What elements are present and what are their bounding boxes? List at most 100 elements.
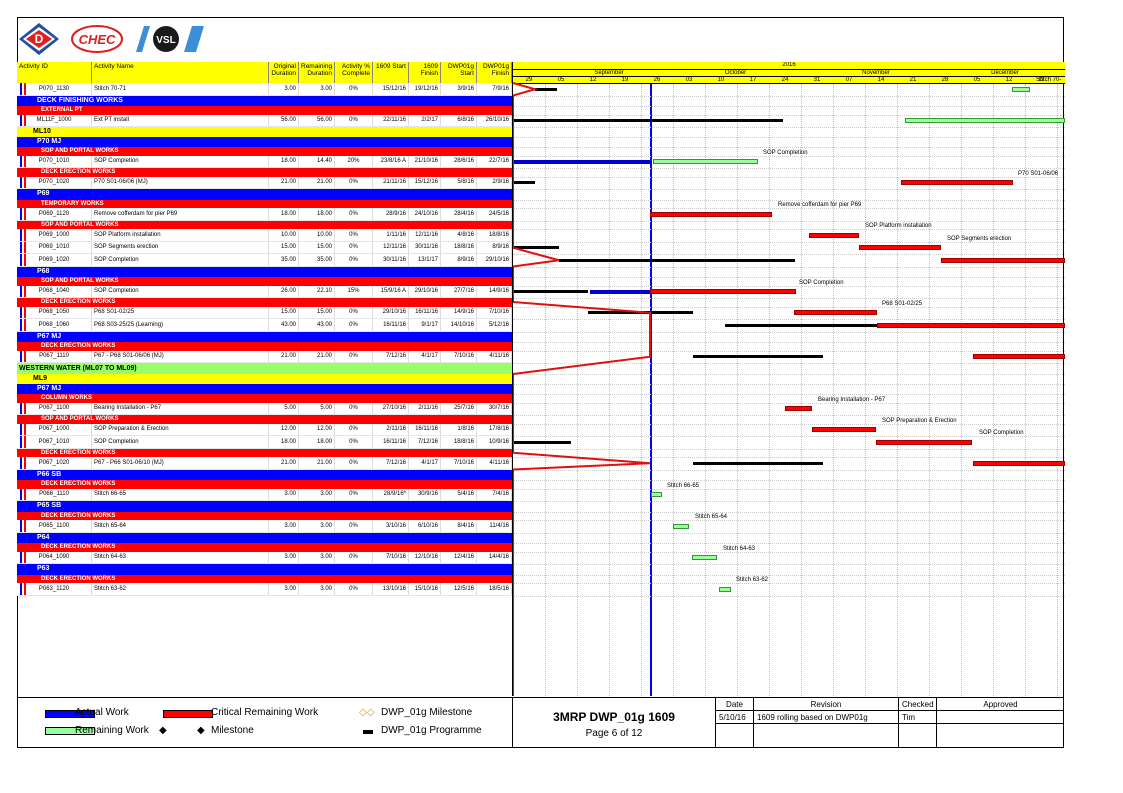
col-percent-complete[interactable]: Activity % Complete — [335, 62, 373, 83]
programme-bar[interactable] — [513, 119, 783, 123]
remaining-bar[interactable] — [692, 555, 717, 561]
col-1609-finish[interactable]: 1609 Finish — [409, 62, 441, 83]
wbs-band-lvl3[interactable]: SOP AND PORTAL WORKS — [17, 147, 512, 156]
programme-bar[interactable] — [513, 440, 571, 444]
col-dwp-start[interactable]: DWP01g Start — [441, 62, 477, 83]
bar-label: SOP Segments erection — [947, 235, 1012, 242]
remaining-bar[interactable] — [673, 523, 689, 529]
activity-row[interactable]: P068_1060 P68 S03-25/25 (Learning) 43.00 43… — [17, 319, 512, 332]
critical-bar[interactable] — [901, 180, 1013, 186]
activity-row[interactable]: P067_1020 P67 - P66 S01-06/10 (MJ) 21.00 21… — [17, 457, 512, 470]
wbs-band-lvl3[interactable]: DECK ERECTION WORKS — [17, 168, 512, 177]
activity-row[interactable]: P068_1050 P68 S01-02/25 15.00 15.00 0% 29/10/… — [17, 306, 512, 319]
programme-bar[interactable] — [513, 246, 559, 250]
wbs-band-lvl2[interactable]: P63 — [17, 564, 512, 575]
programme-bar[interactable] — [559, 258, 795, 262]
wbs-band-lvl3[interactable]: DECK ERECTION WORKS — [17, 298, 512, 307]
activity-row[interactable]: P069_1010 SOP Segments erection 15.00 15.00… — [17, 241, 512, 254]
remaining-bar[interactable] — [905, 118, 1065, 124]
row-gridline — [513, 114, 1065, 116]
programme-bar[interactable] — [513, 181, 535, 185]
activity-row[interactable]: P065_1100 Stitch 65-64 3.00 3.00 0% 3/10/16 6/… — [17, 520, 512, 533]
activity-row[interactable]: P070_1010 SOP Completion 18.00 14.40 20% 23/8… — [17, 155, 512, 168]
activity-row[interactable]: P067_1000 SOP Preparation & Erection 12.00… — [17, 423, 512, 436]
activity-row[interactable]: P070_1130 Stitch 70-71 3.00 3.00 0% 15/12/16 1… — [17, 83, 512, 96]
wbs-band-lvl3[interactable]: SOP AND PORTAL WORKS — [17, 220, 512, 229]
wbs-band-lvl2[interactable]: P64 — [17, 532, 512, 543]
wbs-band-lvl2[interactable]: P65 SB — [17, 501, 512, 512]
wbs-band-lvl2[interactable]: P69 — [17, 189, 512, 200]
wbs-band-lvl3[interactable]: DECK ERECTION WORKS — [17, 480, 512, 489]
wbs-band-lvl3[interactable]: DECK ERECTION WORKS — [17, 543, 512, 552]
col-dwp-finish[interactable]: DWP01g Finish — [477, 62, 512, 83]
cell-df: 30/7/16 — [477, 402, 512, 414]
wbs-band-lvl3[interactable]: SOP AND PORTAL WORKS — [17, 277, 512, 286]
critical-bar[interactable] — [973, 460, 1065, 466]
activity-row[interactable]: P070_1020 P70 S01-06/06 (MJ) 21.00 21.00 0% 2… — [17, 176, 512, 189]
critical-bar[interactable] — [876, 439, 972, 445]
wbs-band-lvl3[interactable]: SOP AND PORTAL WORKS — [17, 415, 512, 424]
activity-row[interactable]: P069_1120 Remove cofferdam for pier P69 18… — [17, 208, 512, 221]
col-activity-id[interactable]: Activity ID — [17, 62, 92, 83]
col-original-duration[interactable]: Original Duration — [269, 62, 299, 83]
wbs-band-lvl2[interactable]: P70 MJ — [17, 136, 512, 147]
programme-bar[interactable] — [693, 355, 823, 359]
activity-row[interactable]: P069_1020 SOP Completion 35.00 35.00 0% 30/11… — [17, 254, 512, 267]
col-activity-name[interactable]: Activity Name — [92, 62, 269, 83]
activity-row[interactable]: P069_1000 SOP Platform installation 10.00 1… — [17, 229, 512, 242]
activity-row[interactable]: P067_1010 SOP Completion 18.00 18.00 0% 16/11… — [17, 436, 512, 449]
activity-row[interactable]: P064_1090 Stitch 64-63 3.00 3.00 0% 7/10/16 12… — [17, 551, 512, 564]
wbs-band-lvl3[interactable]: TEMPORARY WORKS — [17, 199, 512, 208]
critical-bar[interactable] — [941, 257, 1065, 263]
wbs-band-lvl3[interactable]: DECK ERECTION WORKS — [17, 342, 512, 351]
activity-row[interactable]: P068_1040 SOP Completion 26.00 22.10 15% 15/9… — [17, 285, 512, 298]
wbs-band-lvl0[interactable]: WESTERN WATER (ML07 TO ML09) — [17, 363, 512, 374]
critical-bar[interactable] — [877, 322, 1065, 328]
cell-name: Bearing Installation - P67 — [92, 402, 269, 414]
wbs-gutter — [20, 319, 22, 331]
row-gridline — [513, 241, 1065, 243]
wbs-band-lvl3[interactable]: COLUMN WORKS — [17, 394, 512, 403]
critical-bar[interactable] — [812, 427, 876, 433]
activity-row[interactable]: P066_1110 Stitch 66-65 3.00 3.00 0% 28/9/16* 3… — [17, 488, 512, 501]
activity-row[interactable]: ML11F_1000 Ext PT install 56.00 56.00 0% 22/1… — [17, 114, 512, 127]
wbs-band-lvl2[interactable]: P66 SB — [17, 469, 512, 480]
programme-bar[interactable] — [725, 323, 965, 327]
cell-pc: 0% — [335, 402, 373, 414]
wbs-band-lvl2[interactable]: P67 MJ — [17, 383, 512, 394]
activity-row[interactable]: P067_1100 Bearing Installation - P67 5.00 5… — [17, 402, 512, 415]
critical-bar[interactable] — [785, 406, 812, 412]
wbs-band-lvl2[interactable]: DECK FINISHING WORKS — [17, 95, 512, 106]
wbs-band-lvl3[interactable]: DECK ERECTION WORKS — [17, 574, 512, 583]
wbs-band-label: P66 SB — [37, 470, 62, 478]
remaining-bar[interactable] — [1012, 86, 1030, 92]
cell-id: P069_1010 — [17, 241, 92, 253]
programme-bar[interactable] — [693, 461, 823, 465]
critical-bar[interactable] — [650, 211, 772, 217]
activity-row[interactable]: P063_1120 Stitch 63-62 3.00 3.00 0% 13/10/16 1… — [17, 583, 512, 596]
remaining-bar[interactable] — [651, 492, 662, 498]
wbs-band-lvl1[interactable]: ML10 — [17, 127, 512, 137]
actual-bar[interactable] — [513, 159, 650, 164]
wbs-band-lvl3[interactable]: EXTERNAL PT — [17, 106, 512, 115]
critical-bar[interactable] — [973, 354, 1065, 360]
programme-bar[interactable] — [535, 87, 557, 91]
wbs-band-lvl2[interactable]: P68 — [17, 266, 512, 277]
critical-bar[interactable] — [809, 232, 859, 238]
critical-bar[interactable] — [859, 245, 941, 251]
wbs-band-lvl1[interactable]: ML9 — [17, 374, 512, 384]
programme-bar[interactable] — [513, 290, 588, 294]
wbs-band-lvl3[interactable]: DECK ERECTION WORKS — [17, 448, 512, 457]
month-label: October — [724, 70, 747, 76]
wbs-band-lvl2[interactable]: P67 MJ — [17, 331, 512, 342]
cell-ds: 7/10/16 — [441, 457, 477, 469]
col-1609-start[interactable]: 1609 Start — [373, 62, 409, 83]
col-remaining-duration[interactable]: Remaining Duration — [299, 62, 335, 83]
wbs-band-lvl3[interactable]: DECK ERECTION WORKS — [17, 511, 512, 520]
actual-bar[interactable] — [590, 289, 650, 294]
critical-bar[interactable] — [794, 310, 877, 316]
remaining-bar[interactable] — [653, 159, 758, 165]
remaining-bar[interactable] — [719, 586, 731, 592]
critical-bar[interactable] — [650, 289, 796, 295]
activity-row[interactable]: P067_1110 P67 - P68 S01-06/06 (MJ) 21.00 21… — [17, 350, 512, 363]
